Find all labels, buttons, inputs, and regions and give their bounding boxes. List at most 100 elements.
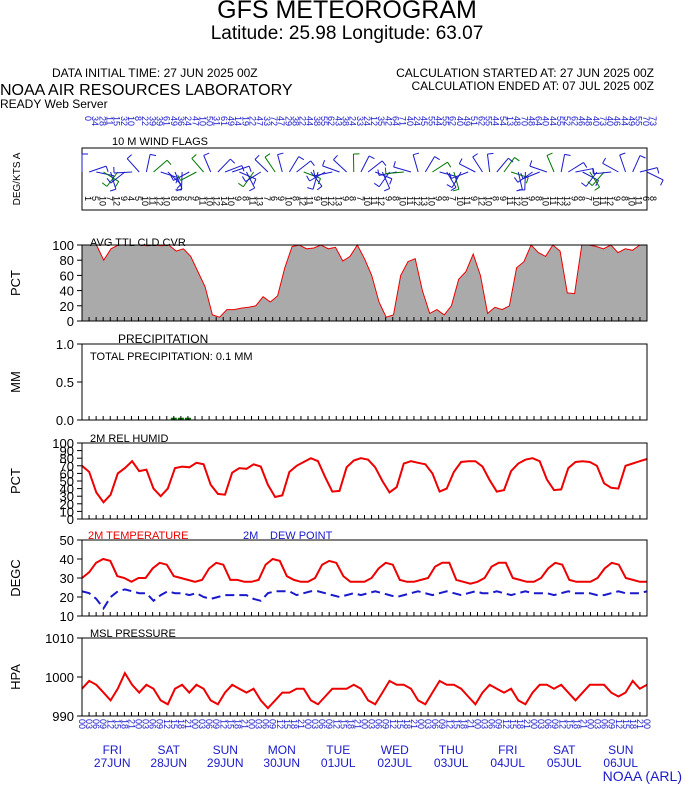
wind-speed-label: 10 — [205, 196, 215, 206]
wind-barb — [522, 171, 540, 180]
x-hour-label: 09 — [98, 719, 108, 729]
temperature-legend: 2M TEMPERATURE — [88, 530, 188, 542]
x-hour-label: 06 — [91, 719, 101, 729]
wind-speed-label: 10 — [398, 196, 408, 206]
wind-direction-label: 47 — [190, 116, 200, 126]
wind-barb — [103, 171, 119, 182]
x-hour-label: 18 — [402, 719, 412, 729]
wind-barb-flag — [450, 187, 457, 191]
wind-barb — [239, 171, 257, 180]
x-day-label: FRI — [103, 743, 122, 757]
rh-ytick-label: 40 — [60, 482, 74, 497]
wind-barb-flag — [106, 178, 112, 184]
x-hour-label: 09 — [494, 719, 504, 729]
x-hour-label: 03 — [367, 719, 377, 729]
wind-speed-label: 7 — [104, 196, 114, 201]
wind-barb-flag — [602, 157, 606, 164]
temperature-line — [81, 557, 647, 585]
wind-barb — [472, 156, 483, 173]
wind-speed-label: 13 — [333, 196, 343, 206]
dewpoint-legend: DEW POINT — [270, 530, 333, 542]
wind-barb — [296, 160, 312, 173]
x-date-label: 02JUL — [377, 756, 412, 770]
wind-barb — [160, 171, 178, 179]
wind-speed-label: 9 — [498, 196, 508, 201]
wind-barb-flag — [101, 182, 108, 187]
wind-barb-flag — [592, 167, 594, 174]
wind-barb — [585, 171, 598, 187]
wind-barb-flag — [150, 153, 157, 157]
wind-barb-flag — [520, 172, 524, 179]
rh-ylabel: PCT — [8, 468, 23, 494]
wind-barb-flag — [170, 174, 174, 181]
wind-barb-flag — [253, 178, 257, 185]
x-hour-label: 06 — [600, 719, 610, 729]
x-hour-label: 15 — [395, 719, 405, 729]
wind-speed-label: 11 — [634, 196, 644, 205]
wind-barb — [153, 159, 168, 173]
temp-ylabel: DEGC — [8, 559, 23, 597]
wind-barb — [360, 155, 370, 173]
x-hour-label: 00 — [586, 719, 596, 729]
wind-direction-label: 31 — [212, 116, 222, 126]
rh-ytick-label: 100 — [52, 436, 74, 451]
wind-direction-label: 24 — [362, 116, 372, 126]
precip-ytick-label: 0.0 — [56, 413, 74, 428]
wind-speed-label: 13 — [255, 196, 265, 206]
wind-barb — [88, 165, 107, 173]
x-hour-label: 18 — [345, 719, 355, 729]
temp-frame — [81, 539, 648, 617]
wind-barb-flag — [109, 188, 117, 192]
wind-speed-label: 10 — [97, 196, 107, 206]
data-initial-time: DATA INITIAL TIME: 27 JUN 2025 00Z — [52, 66, 258, 80]
wind-barb — [191, 158, 204, 173]
wind-barb — [560, 154, 566, 173]
wind-direction-label: 22 — [140, 116, 150, 126]
x-hour-label: 06 — [374, 719, 384, 729]
wind-barb — [589, 171, 601, 188]
wind-direction-label: 40 — [405, 116, 415, 126]
wind-barb — [110, 171, 126, 184]
x-hour-label: 00 — [473, 719, 483, 729]
wind-barb-flag — [241, 176, 246, 182]
wind-direction-label: 45 — [419, 116, 429, 126]
wind-barb — [451, 171, 462, 188]
x-day-label: WED — [381, 743, 409, 757]
wind-speed-label: 12 — [605, 196, 615, 206]
wind-barb-flag — [191, 154, 197, 159]
wind-direction-label: 44 — [305, 116, 315, 126]
rh-ytick-label: 60 — [60, 466, 74, 481]
wind-speed-label: 12 — [212, 196, 222, 206]
x-hour-label: 09 — [550, 719, 560, 729]
x-hour-label: 09 — [381, 719, 391, 729]
wind-speed-label: 8 — [491, 196, 501, 201]
x-hour-label: 12 — [275, 719, 285, 729]
dewpoint-legend-prefix: 2M — [243, 530, 258, 542]
pressure-line — [81, 670, 648, 710]
wind-barb-flag — [277, 152, 284, 156]
precip-title: PRECIPITATION — [118, 332, 208, 346]
wind-direction-label: 35 — [376, 116, 386, 126]
wind-barb — [446, 171, 457, 188]
rh-ytick-label: 70 — [60, 459, 74, 474]
wind-speed-label: 10 — [319, 196, 329, 206]
wind-barb-flag — [619, 152, 626, 156]
wind-direction-label: 12 — [369, 116, 379, 126]
x-hour-label: 06 — [487, 719, 497, 729]
wind-barb-flag — [594, 186, 600, 191]
wind-barb — [591, 171, 605, 186]
x-hour-label: 12 — [218, 719, 228, 729]
wind-speed-label: 11 — [548, 196, 558, 205]
wind-barb — [529, 165, 548, 173]
credit-label: NOAA (ARL) — [602, 768, 682, 784]
rh-ytick-label: 10 — [60, 504, 74, 519]
cloud-ytick-label: 100 — [52, 238, 74, 253]
x-date-label: 01JUL — [321, 756, 356, 770]
wind-direction-label: 61 — [162, 116, 172, 126]
wind-barb — [432, 161, 448, 173]
wind-speed-label: 7 — [355, 196, 365, 201]
wind-barb-flag — [377, 169, 380, 176]
x-day-label: SUN — [213, 743, 238, 757]
x-hour-label: 09 — [211, 719, 221, 729]
x-hour-label: 00 — [247, 719, 257, 729]
